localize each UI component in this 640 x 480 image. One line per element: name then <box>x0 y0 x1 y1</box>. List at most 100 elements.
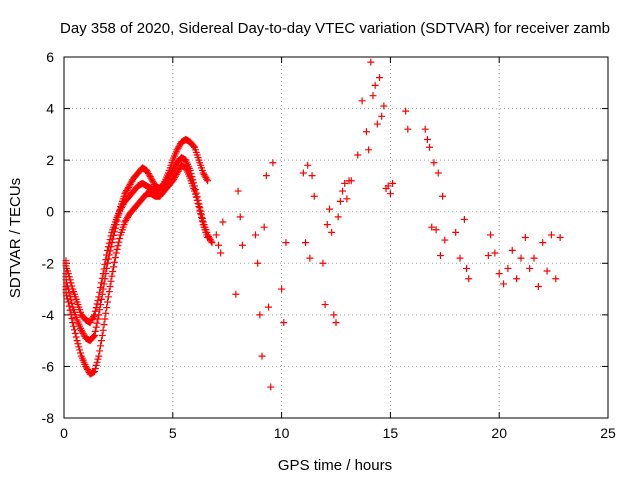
data-point <box>486 231 494 239</box>
data-point <box>71 329 79 337</box>
data-point <box>198 214 206 222</box>
x-axis-label: GPS time / hours <box>278 457 392 474</box>
x-tick-label: 15 <box>383 425 399 441</box>
data-point <box>75 343 83 351</box>
data-point <box>339 187 347 195</box>
data-point <box>217 249 225 257</box>
data-point <box>362 128 370 136</box>
data-point <box>198 211 206 219</box>
data-point <box>251 231 259 239</box>
data-point <box>97 279 105 287</box>
data-point <box>73 337 81 345</box>
data-point <box>452 228 460 236</box>
data-point <box>97 284 105 292</box>
data-point <box>428 223 436 231</box>
data-point <box>99 270 107 278</box>
data-point <box>194 196 202 204</box>
data-point <box>110 258 118 266</box>
x-tick-label: 5 <box>169 425 177 441</box>
data-point <box>92 323 100 331</box>
data-point <box>484 252 492 260</box>
data-point <box>334 213 342 221</box>
data-point <box>310 192 318 200</box>
data-point <box>108 272 116 280</box>
data-point <box>365 146 373 154</box>
data-point <box>465 275 473 283</box>
x-tick-label: 10 <box>274 425 290 441</box>
data-point <box>234 187 242 195</box>
data-point <box>62 289 70 297</box>
y-axis-label: SDTVAR / TECUs <box>7 178 24 298</box>
data-point <box>90 333 98 341</box>
data-point <box>90 311 98 319</box>
data-point <box>64 298 72 306</box>
data-point <box>186 166 194 174</box>
data-point <box>504 264 512 272</box>
data-point <box>539 239 547 247</box>
data-point <box>91 327 99 335</box>
data-points <box>62 58 564 391</box>
data-point <box>495 270 503 278</box>
data-point <box>380 102 388 110</box>
data-point <box>105 288 113 296</box>
data-point <box>404 125 412 133</box>
data-point <box>434 169 442 177</box>
data-point <box>358 97 366 105</box>
data-point <box>195 200 203 208</box>
series-scatter-late <box>421 125 564 290</box>
data-point <box>114 242 122 250</box>
data-point <box>265 303 273 311</box>
data-point <box>323 221 331 229</box>
data-point <box>332 319 340 327</box>
data-point <box>491 249 499 257</box>
data-point <box>256 311 264 319</box>
plot-frame <box>63 56 609 419</box>
y-tick-label: -4 <box>42 307 55 323</box>
data-point <box>254 259 262 267</box>
data-point <box>66 306 74 314</box>
data-point <box>77 349 85 357</box>
data-point <box>104 246 112 254</box>
y-tick-label: 6 <box>46 49 54 65</box>
y-tick-label: 0 <box>46 204 54 220</box>
data-point <box>238 241 246 249</box>
data-point <box>97 337 105 345</box>
data-point <box>67 310 75 318</box>
data-point <box>103 304 111 312</box>
data-point <box>69 319 77 327</box>
data-point <box>91 364 99 372</box>
data-point <box>207 237 215 245</box>
data-point <box>100 321 108 329</box>
series-arc-C <box>62 154 216 327</box>
data-point <box>389 179 397 187</box>
data-point <box>64 270 72 278</box>
data-point <box>192 189 200 197</box>
data-point <box>63 295 71 303</box>
data-point <box>236 213 244 221</box>
data-point <box>258 352 266 360</box>
data-point <box>99 326 107 334</box>
data-point <box>526 264 534 272</box>
data-point <box>302 239 310 247</box>
data-point <box>66 276 74 284</box>
data-point <box>96 347 104 355</box>
data-point <box>402 107 410 115</box>
data-point <box>423 136 431 144</box>
data-point <box>104 293 112 301</box>
data-point <box>189 176 197 184</box>
data-point <box>426 143 434 151</box>
x-tick-label: 0 <box>60 425 68 441</box>
data-point <box>456 254 464 262</box>
data-point <box>330 311 338 319</box>
data-point <box>513 275 521 283</box>
data-point <box>460 215 468 223</box>
data-point <box>197 207 205 215</box>
data-point <box>100 265 108 273</box>
data-point <box>347 177 355 185</box>
data-point <box>463 264 471 272</box>
data-point <box>373 120 381 128</box>
data-point <box>102 309 110 317</box>
data-point <box>101 260 109 268</box>
data-point <box>556 234 564 241</box>
data-point <box>432 226 440 234</box>
